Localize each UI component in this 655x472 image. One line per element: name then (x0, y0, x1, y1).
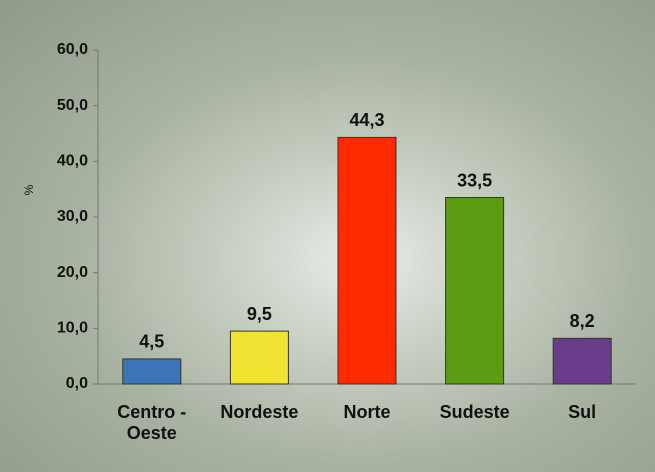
x-tick-label: Centro - Oeste (117, 402, 187, 443)
x-tick-label: Sul (568, 402, 597, 422)
value-label: 44,3 (349, 110, 384, 130)
y-tick-label: 60,0 (57, 41, 88, 58)
bar (122, 358, 182, 385)
y-tick-label: 0,0 (66, 375, 88, 392)
bar (445, 197, 505, 385)
y-tick-label: 20,0 (57, 264, 88, 281)
y-tick-label: 50,0 (57, 97, 88, 114)
value-label: 33,5 (457, 170, 492, 190)
y-tick-label: 10,0 (57, 320, 88, 337)
value-label: 4,5 (139, 332, 164, 352)
y-tick-label: 40,0 (57, 153, 88, 170)
y-axis-label: % (22, 184, 36, 195)
x-tick-label: Norte (343, 402, 391, 422)
bar (337, 136, 397, 385)
x-tick-label: Sudeste (439, 402, 510, 422)
value-label: 9,5 (247, 304, 272, 324)
y-tick-label: 30,0 (57, 208, 88, 225)
value-label: 8,2 (570, 311, 595, 331)
bar (229, 330, 289, 385)
x-tick-label: Nordeste (220, 402, 299, 422)
bar (552, 337, 612, 385)
